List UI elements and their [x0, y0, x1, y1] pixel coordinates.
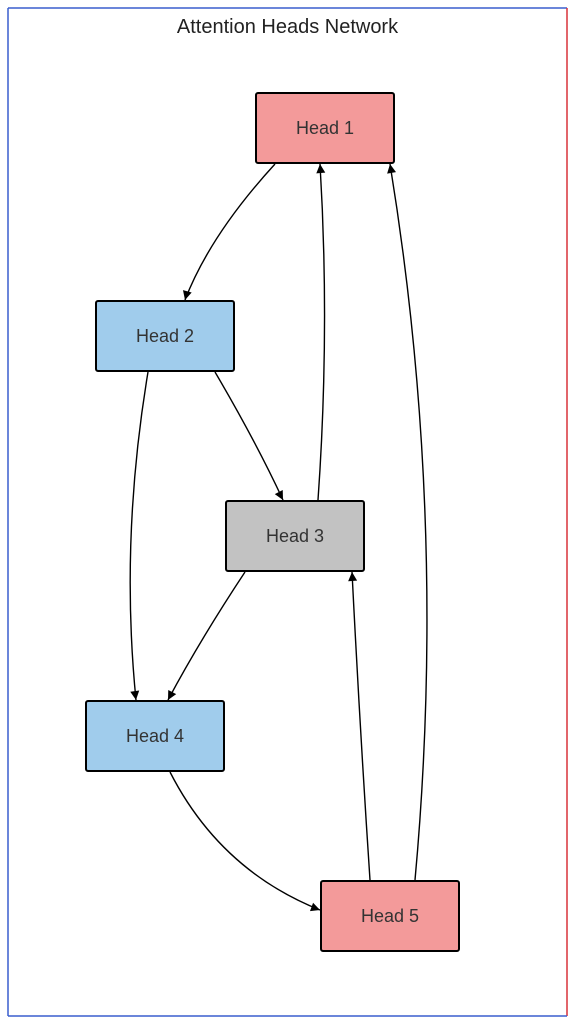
diagram-title: Attention Heads Network — [0, 16, 575, 39]
arrowhead-icon — [316, 164, 325, 173]
node-head4: Head 4 — [85, 700, 225, 772]
node-head5: Head 5 — [320, 880, 460, 952]
arrowhead-icon — [387, 164, 396, 174]
arrowhead-icon — [310, 903, 320, 911]
edge-head4-to-head5 — [170, 772, 320, 910]
arrowhead-icon — [348, 572, 357, 581]
edge-head2-to-head4 — [130, 372, 148, 700]
node-label: Head 5 — [361, 906, 419, 927]
node-label: Head 2 — [136, 326, 194, 347]
edge-head5-to-head1 — [390, 164, 427, 880]
edge-head2-to-head3 — [215, 372, 283, 500]
arrowhead-icon — [168, 690, 176, 700]
node-label: Head 4 — [126, 726, 184, 747]
edge-head1-to-head2 — [185, 164, 275, 300]
edge-head5-to-head3 — [352, 572, 370, 880]
node-head3: Head 3 — [225, 500, 365, 572]
node-label: Head 1 — [296, 118, 354, 139]
edge-head3-to-head1 — [318, 164, 325, 500]
arrowhead-icon — [275, 490, 283, 500]
node-head1: Head 1 — [255, 92, 395, 164]
arrowhead-icon — [183, 290, 192, 300]
node-label: Head 3 — [266, 526, 324, 547]
arrowhead-icon — [130, 690, 139, 700]
edge-head3-to-head4 — [168, 572, 245, 700]
node-head2: Head 2 — [95, 300, 235, 372]
